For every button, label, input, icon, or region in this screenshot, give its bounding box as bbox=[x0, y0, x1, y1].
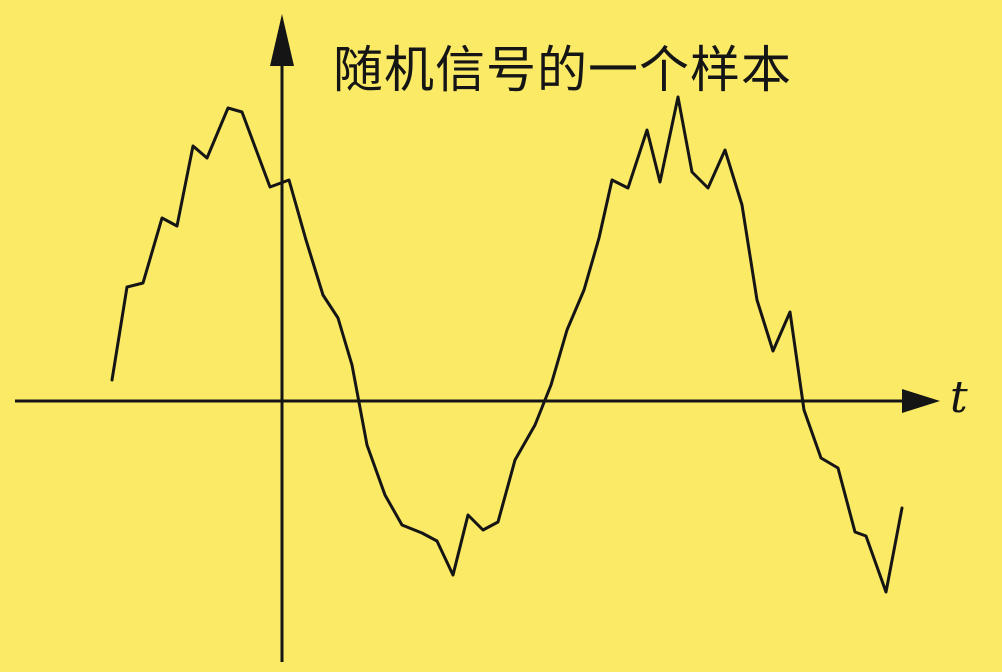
vertical-axis-arrowhead bbox=[270, 14, 294, 66]
t-axis-label: t bbox=[950, 372, 968, 423]
figure-title: 随机信号的一个样本 bbox=[333, 41, 792, 99]
signal-sample-curve bbox=[110, 95, 904, 594]
t-axis-arrowhead bbox=[902, 389, 940, 413]
